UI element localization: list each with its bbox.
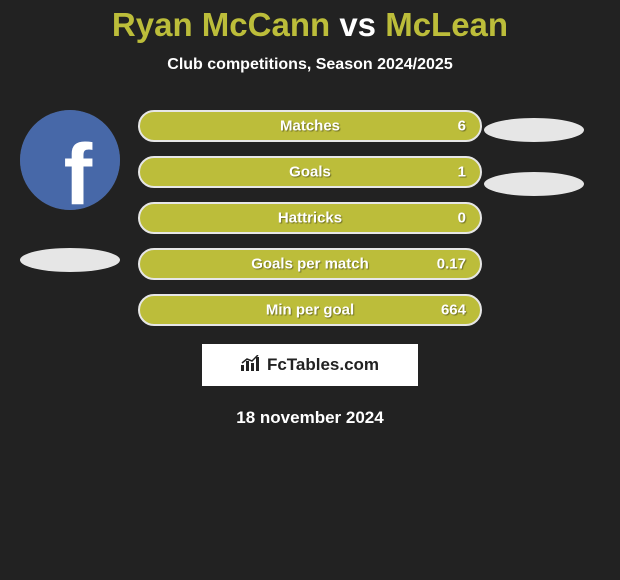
- player1-shadow: [20, 248, 120, 272]
- stat-row-min-per-goal: Min per goal 664: [138, 294, 482, 326]
- content-area: f Matches 6 Goals 1 Hattricks 0 Goals pe…: [0, 110, 620, 428]
- stat-value-right: 0.17: [437, 256, 466, 273]
- chart-icon: [241, 355, 261, 376]
- stat-row-goals: Goals 1: [138, 156, 482, 188]
- stats-container: Matches 6 Goals 1 Hattricks 0 Goals per …: [138, 110, 482, 326]
- stat-label: Goals: [289, 164, 331, 181]
- footer-logo-text: FcTables.com: [267, 355, 379, 375]
- stat-row-goals-per-match: Goals per match 0.17: [138, 248, 482, 280]
- player2-shadow-2: [484, 172, 584, 196]
- stat-value-right: 1: [458, 164, 466, 181]
- stat-row-matches: Matches 6: [138, 110, 482, 142]
- player-left-column: f: [10, 110, 130, 272]
- facebook-icon: f: [20, 110, 120, 210]
- stat-value-right: 0: [458, 210, 466, 227]
- stat-label: Hattricks: [278, 210, 342, 227]
- stat-label: Min per goal: [266, 302, 354, 319]
- page-title: Ryan McCann vs McLean: [0, 0, 620, 44]
- player1-name: Ryan McCann: [112, 6, 330, 43]
- player2-name: McLean: [385, 6, 508, 43]
- stat-row-hattricks: Hattricks 0: [138, 202, 482, 234]
- stat-value-right: 6: [458, 118, 466, 135]
- stat-label: Goals per match: [251, 256, 369, 273]
- facebook-letter: f: [64, 141, 93, 210]
- stat-label: Matches: [280, 118, 340, 135]
- footer-date: 18 november 2024: [0, 408, 620, 428]
- stat-value-right: 664: [441, 302, 466, 319]
- player2-shadow-1: [484, 118, 584, 142]
- subtitle: Club competitions, Season 2024/2025: [0, 56, 620, 74]
- vs-separator: vs: [339, 6, 376, 43]
- footer-logo: FcTables.com: [202, 344, 418, 386]
- player-right-column: [474, 110, 594, 196]
- player1-avatar: f: [20, 110, 120, 210]
